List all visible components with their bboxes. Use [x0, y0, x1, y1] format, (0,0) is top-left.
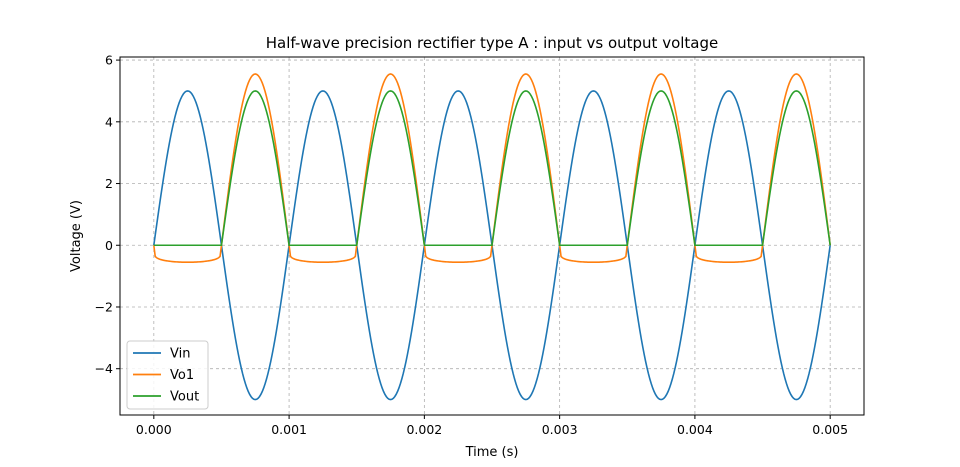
plot-frame [119, 56, 865, 416]
y-axis-label: Voltage (V) [69, 200, 84, 272]
chart-title: Half-wave precision rectifier type A : i… [266, 34, 718, 52]
x-tick-label: 0.000 [136, 422, 172, 437]
x-axis: 0.000 0.001 0.002 0.003 0.004 0.005 [136, 415, 848, 437]
y-tick-label: −2 [95, 299, 113, 314]
x-tick-label: 0.005 [812, 422, 848, 437]
legend-label: Vo1 [170, 368, 194, 383]
y-tick-label: 6 [105, 53, 113, 68]
legend-box [126, 340, 209, 410]
x-tick-label: 0.001 [271, 422, 307, 437]
x-axis-label: Time (s) [465, 445, 519, 460]
legend-label: Vout [170, 390, 199, 405]
legend: Vin Vo1 Vout [126, 340, 209, 410]
x-tick-label: 0.002 [406, 422, 442, 437]
y-tick-label: −4 [95, 361, 113, 376]
x-tick-label: 0.003 [542, 422, 578, 437]
y-tick-label: 2 [105, 176, 113, 191]
grid [120, 57, 864, 415]
series-line-vout [153, 90, 831, 247]
x-tick-label: 0.004 [677, 422, 713, 437]
y-tick-label: 0 [105, 238, 113, 253]
series-layer [153, 73, 831, 401]
y-axis: −4 −2 0 2 4 6 [95, 53, 120, 376]
y-tick-label: 4 [105, 114, 113, 129]
series-line-vo1 [153, 73, 831, 264]
legend-label: Vin [170, 347, 190, 362]
